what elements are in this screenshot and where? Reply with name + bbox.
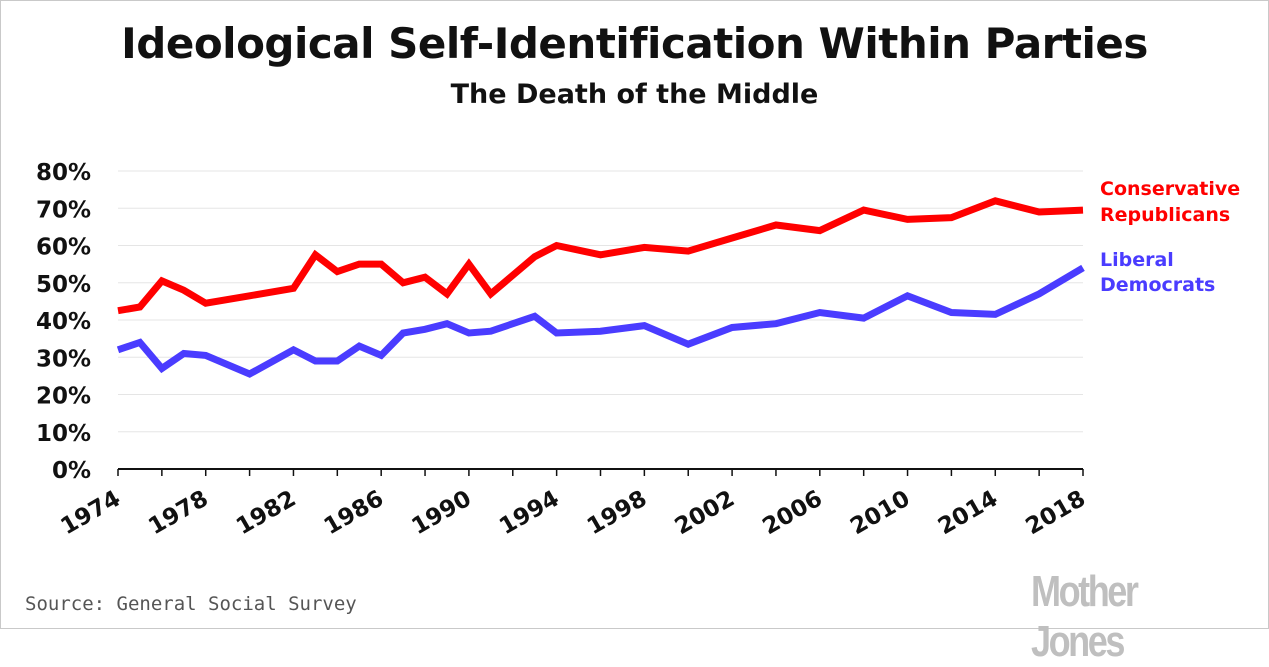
legend-label: Conservative (1100, 178, 1240, 200)
mother-jones-logo: Mother Jones (1031, 567, 1139, 666)
x-tick-label: 1974 (57, 486, 125, 541)
legend-label: Republicans (1100, 204, 1230, 226)
legend-label: Liberal (1100, 249, 1174, 271)
x-tick-label: 2002 (671, 486, 739, 541)
x-tick-label: 2006 (758, 486, 826, 541)
line-chart: 0% 10% 20% 30% 40% 50% 60% 70% 80% 1974 1978 1982 19… (36, 160, 1240, 541)
chart-subtitle: The Death of the Middle (450, 79, 819, 110)
y-tick-label: 0% (52, 458, 91, 484)
y-tick-label: 30% (36, 346, 91, 372)
y-tick-label: 10% (36, 421, 91, 447)
x-tick-label: 1998 (583, 486, 651, 541)
x-tick-label: 1994 (495, 486, 563, 541)
x-tick-label: 2010 (846, 486, 914, 541)
x-tick-label: 1990 (407, 486, 475, 541)
chart-title: Ideological Self-Identification Within P… (121, 19, 1148, 68)
y-tick-label: 70% (36, 197, 91, 223)
y-tick-label: 60% (36, 235, 91, 261)
y-tick-label: 80% (36, 160, 91, 186)
x-tick-label: 1986 (320, 486, 388, 541)
y-tick-label: 40% (36, 309, 91, 335)
x-tick-label: 2018 (1022, 486, 1090, 541)
x-tick-label: 2014 (934, 486, 1002, 541)
x-tick-label: 1978 (144, 486, 212, 541)
x-tick-label: 1982 (232, 486, 300, 541)
source-note: Source: General Social Survey (25, 593, 357, 615)
y-tick-label: 20% (36, 384, 91, 410)
legend-label: Democrats (1100, 274, 1215, 296)
y-tick-label: 50% (36, 272, 91, 298)
series-line-democrats (116, 264, 1085, 378)
series-line-republicans (117, 197, 1084, 315)
